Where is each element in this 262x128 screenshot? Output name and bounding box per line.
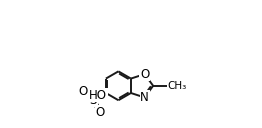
- Text: O: O: [96, 106, 105, 119]
- Text: S: S: [90, 94, 97, 107]
- Text: HO: HO: [89, 89, 107, 102]
- Text: N: N: [140, 91, 149, 104]
- Text: O: O: [140, 68, 149, 81]
- Text: O: O: [78, 85, 88, 98]
- Text: CH₃: CH₃: [168, 81, 187, 91]
